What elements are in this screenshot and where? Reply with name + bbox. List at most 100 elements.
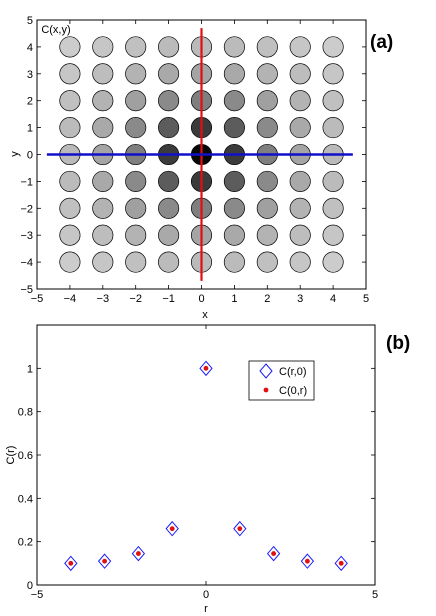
panel-a-grid-circle bbox=[158, 117, 180, 139]
panel-b-diamond-point bbox=[300, 553, 315, 569]
panel-a-grid-circle bbox=[92, 90, 114, 112]
panel-a-grid-circle bbox=[322, 170, 344, 192]
panel-a-grid-circle bbox=[92, 224, 114, 246]
panel-b-dot-point bbox=[68, 560, 74, 566]
panel-a-grid-circle bbox=[59, 117, 81, 139]
panel-b-diamond-point bbox=[165, 520, 179, 537]
panel-b-diamond-point bbox=[131, 545, 146, 562]
panel-a-x-tick-label: 3 bbox=[297, 293, 303, 305]
panel-a-title: C(x,y) bbox=[41, 24, 70, 36]
panel-a-grid-circle bbox=[92, 117, 114, 139]
panel-a-grid-circle bbox=[223, 170, 245, 192]
panel-b-points bbox=[64, 360, 348, 572]
panel-a-label: (a) bbox=[370, 32, 393, 53]
panel-a-grid-circle bbox=[322, 224, 344, 246]
panel-b-y-tick-label: 1 bbox=[27, 363, 33, 375]
legend-label-series-1: C(r,0) bbox=[279, 366, 307, 378]
panel-a-grid-circle bbox=[256, 36, 278, 58]
panel-a-grid-circle bbox=[158, 90, 180, 112]
panel-a-grid-circle bbox=[223, 117, 245, 139]
panel-a-grid-circle bbox=[125, 251, 147, 273]
panel-a-lines bbox=[46, 28, 353, 281]
panel-a-grid-circle bbox=[289, 90, 311, 112]
panel-a-grid-circle bbox=[256, 224, 278, 246]
panel-a-y-tick-label: 2 bbox=[27, 96, 33, 108]
panel-a-grid-circle bbox=[289, 197, 311, 219]
panel-a-grid-circle bbox=[125, 117, 147, 139]
panel-a-grid-circle bbox=[223, 36, 245, 58]
panel-a-grid-circle bbox=[125, 90, 147, 112]
panel-a-grid-circle bbox=[125, 197, 147, 219]
panel-b-dot-point bbox=[271, 551, 276, 556]
panel-a-y-tick-label: 3 bbox=[27, 69, 33, 81]
panel-b-dot-point bbox=[305, 558, 310, 564]
panel-b-dot-point bbox=[169, 526, 175, 532]
panel-b-ticks: −5 0 500.20.40.60.81 bbox=[18, 325, 378, 601]
legend-dot-marker bbox=[263, 387, 269, 393]
panel-a-grid-circle bbox=[125, 63, 147, 85]
panel-a-grid-circle bbox=[92, 197, 114, 219]
panel-a-x-tick-label: −5 bbox=[31, 293, 44, 305]
panel-b-dot-point bbox=[102, 558, 107, 564]
panel-a-grid-circle bbox=[59, 170, 81, 192]
panel-b-plot-frame bbox=[36, 324, 376, 586]
panel-a-grid-circle bbox=[322, 117, 344, 139]
panel-a-y-tick-label: −4 bbox=[20, 257, 33, 269]
panel-b-y-tick-label: 0.4 bbox=[18, 493, 33, 505]
panel-a-grid-circle bbox=[59, 224, 81, 246]
panel-a-grid-circle bbox=[256, 63, 278, 85]
legend-diamond-marker bbox=[259, 363, 273, 379]
panel-a-x-tick-label: 0 bbox=[198, 293, 204, 305]
panel-a-grid-circle bbox=[125, 224, 147, 246]
panel-a-grid-circle bbox=[322, 36, 344, 58]
panel-a-grid-circle bbox=[59, 36, 81, 58]
legend-box bbox=[248, 360, 315, 401]
panel-b-y-tick-label: 0.8 bbox=[18, 407, 33, 419]
panel-b-diamond-point bbox=[97, 553, 112, 569]
panel-a-grid-circle bbox=[59, 63, 81, 85]
panel-a-grid-circle bbox=[256, 170, 278, 192]
panel-b-diamond-point bbox=[266, 545, 281, 562]
panel-a-xlabel: x bbox=[202, 309, 208, 321]
panel-a-grid-circle bbox=[158, 36, 180, 58]
panel-a-grid-circle bbox=[158, 63, 180, 85]
panel-a-grid-circle bbox=[158, 224, 180, 246]
panel-a-y-tick-label: −3 bbox=[20, 230, 33, 242]
panel-b-x-tick-label: −5 bbox=[31, 589, 44, 601]
panel-b-x-tick-label: 5 bbox=[372, 589, 378, 601]
panel-a-ylabel: y bbox=[9, 151, 21, 157]
panel-a-grid-circle bbox=[322, 63, 344, 85]
panel-a-y-tick-label: −5 bbox=[20, 284, 33, 296]
panel-b-x-tick-label: 0 bbox=[203, 589, 209, 601]
panel-a-grid-circle bbox=[289, 63, 311, 85]
panel-a-grid-circle bbox=[59, 251, 81, 273]
panel-a-y-tick-label: −1 bbox=[20, 176, 33, 188]
panel-b-dot-point bbox=[136, 551, 141, 556]
panel-b-legend: C(r,0) C(0,r) bbox=[248, 360, 315, 401]
panel-a-grid-circle bbox=[289, 117, 311, 139]
panel-a-x-tick-label: −1 bbox=[162, 293, 175, 305]
panel-a-grid-circle bbox=[223, 251, 245, 273]
panel-a-y-tick-label: −2 bbox=[20, 203, 33, 215]
panel-b-y-tick-label: 0.6 bbox=[18, 450, 33, 462]
panel-b-y-tick-label: 0.2 bbox=[18, 537, 33, 549]
panel-a-y-tick-label: 4 bbox=[27, 42, 33, 54]
panel-a-grid-circle bbox=[289, 251, 311, 273]
panel-a-grid-circle bbox=[158, 170, 180, 192]
legend-label-series-2: C(0,r) bbox=[279, 385, 307, 397]
panel-b-ylabel: C(r) bbox=[5, 446, 17, 465]
panel-a-grid-circle bbox=[223, 63, 245, 85]
panel-b-diamond-point bbox=[334, 555, 348, 572]
panel-a-grid-circle bbox=[289, 36, 311, 58]
panel-a-y-tick-label: 1 bbox=[27, 123, 33, 135]
panel-a-grid-circle bbox=[322, 197, 344, 219]
panel-b: −5 0 500.20.40.60.81 C(r,0) C(0,r) r C(r) … bbox=[5, 324, 410, 615]
panel-a-grid-circle bbox=[223, 197, 245, 219]
panel-a-grid-circle bbox=[322, 90, 344, 112]
panel-a-y-tick-label: 0 bbox=[27, 150, 33, 162]
panel-a-grid-circle bbox=[256, 197, 278, 219]
panel-a-x-tick-label: 1 bbox=[231, 293, 237, 305]
panel-a-x-tick-label: 4 bbox=[330, 293, 336, 305]
